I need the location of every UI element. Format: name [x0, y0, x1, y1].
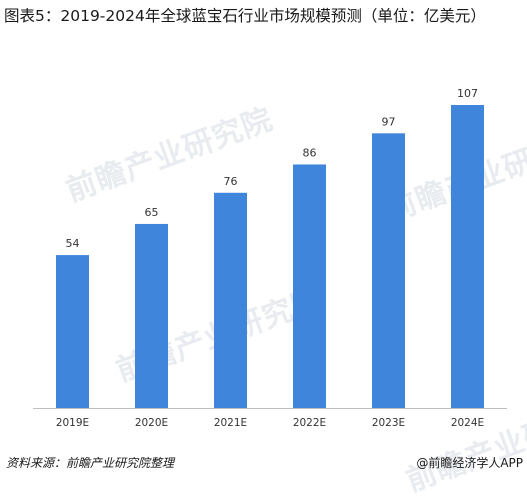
bar-value-label: 97 [382, 115, 396, 128]
bars-group [56, 104, 484, 408]
bar-2024E [451, 104, 484, 408]
category-tick-label: 2024E [451, 417, 484, 429]
category-tick-label: 2020E [135, 417, 168, 429]
category-labels-group: 2019E 2020E 2021E 2022E 2023E 2024E [56, 417, 484, 429]
bar-2022E [293, 164, 326, 408]
bar-value-label: 76 [224, 175, 238, 188]
chart-title: 图表5：2019-2024年全球蓝宝石行业市场规模预测（单位：亿美元） [4, 7, 486, 25]
bar-value-label: 86 [303, 146, 317, 159]
category-tick-label: 2023E [372, 417, 405, 429]
bar-value-label: 54 [66, 237, 80, 250]
category-tick-label: 2021E [214, 417, 247, 429]
bar-value-label: 65 [145, 206, 159, 219]
bar-2021E [214, 192, 247, 408]
bar-2019E [56, 255, 89, 408]
bar-2020E [135, 223, 168, 408]
value-labels-group: 54 65 76 86 97 107 [66, 87, 479, 250]
bar-value-label: 107 [457, 87, 478, 100]
source-note: 资料来源：前瞻产业研究院整理 [6, 456, 175, 470]
category-tick-label: 2022E [293, 417, 326, 429]
brand-note: @前瞻经济学人APP [416, 456, 523, 470]
category-tick-label: 2019E [56, 417, 89, 429]
bar-2023E [372, 133, 405, 408]
